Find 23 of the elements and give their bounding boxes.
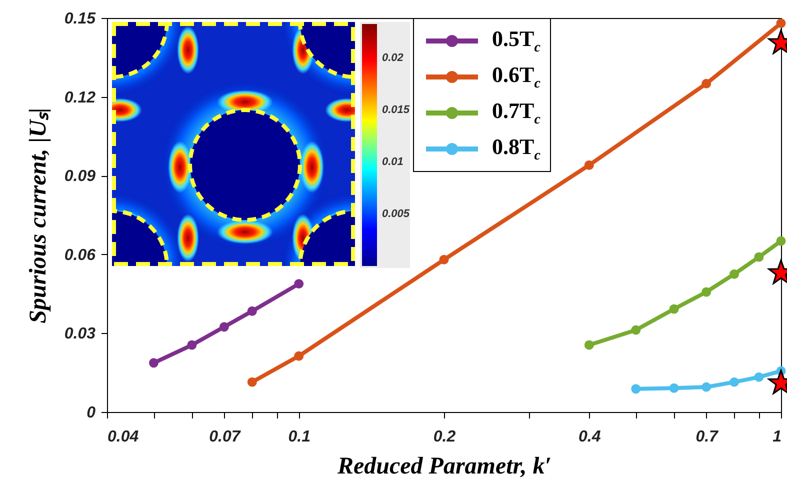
x-tick-label: 0.2 [433,428,456,446]
annotation: 0.015 [382,104,410,116]
annotation: 0.01 [382,156,404,168]
x-tick-label: 0.07 [209,428,242,446]
legend-label: 0.6T$_{c}$ [492,62,540,92]
legend-label: 0.8T$_{c}$ [492,134,540,164]
y-tick-label: 0.03 [64,326,96,343]
x-tick-label: 0.4 [578,428,601,446]
legend-label: 0.7T$_{c}$ [492,98,540,128]
annotation: 0.02 [382,52,404,64]
x-axis-title: Reduced Parametr, k′ [336,454,552,480]
y-tick-label: 0.12 [64,89,96,106]
y-tick-label: 0.15 [64,10,97,28]
legend-label: 0.5T$_{c}$ [492,26,540,56]
y-tick-label: 0.06 [64,246,96,264]
x-tick-label: 0.1 [288,428,311,446]
x-tick-label: 0.7 [696,428,720,446]
y-tick-label: 0 [86,404,96,422]
y-tick-label: 0.09 [64,168,96,186]
x-tick-label: 0.04 [108,428,139,446]
annotation: 0.005 [382,208,410,220]
y-axis-title: Spurious current, |Uₛ| [25,108,52,324]
x-tick-label: 1 [772,428,782,446]
